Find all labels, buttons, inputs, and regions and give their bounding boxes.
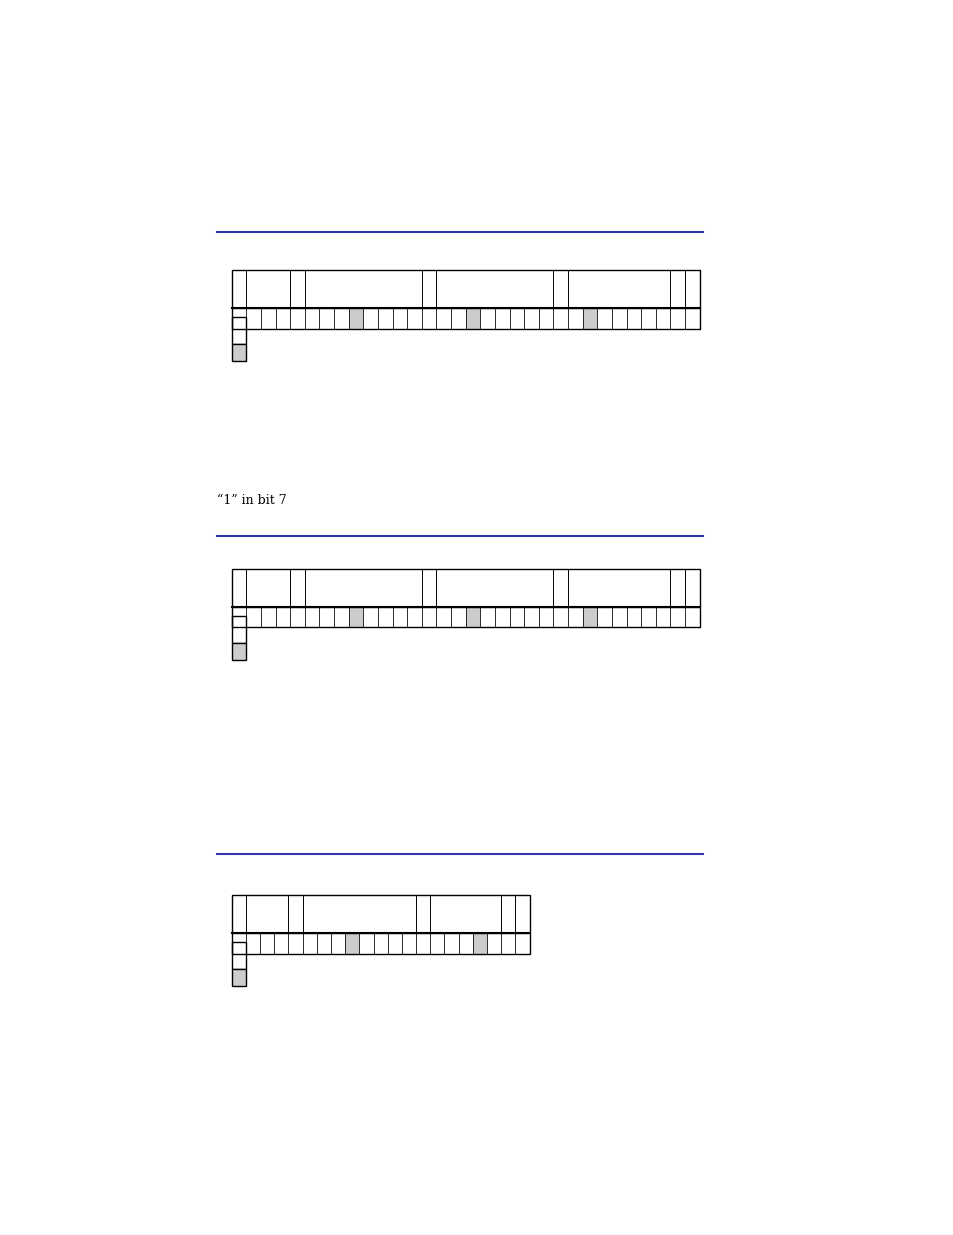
Bar <box>655 308 670 329</box>
Bar <box>232 270 699 308</box>
Bar <box>444 932 458 953</box>
Bar <box>232 308 699 329</box>
Bar <box>465 308 479 329</box>
Bar <box>392 606 407 627</box>
Bar <box>334 606 348 627</box>
Bar <box>288 932 302 953</box>
Bar <box>538 308 553 329</box>
Bar <box>451 606 465 627</box>
Bar <box>374 932 387 953</box>
Bar <box>582 606 597 627</box>
Bar <box>290 606 304 627</box>
Bar <box>232 308 246 329</box>
Bar <box>348 308 363 329</box>
Bar <box>597 606 611 627</box>
Bar <box>392 308 407 329</box>
Bar <box>302 932 316 953</box>
Bar <box>611 606 626 627</box>
Bar <box>232 317 246 345</box>
Bar <box>567 606 582 627</box>
Text: “1” in bit 7: “1” in bit 7 <box>216 494 286 506</box>
Bar <box>509 308 523 329</box>
Bar <box>611 308 626 329</box>
Bar <box>553 308 567 329</box>
Bar <box>487 932 500 953</box>
Bar <box>377 308 392 329</box>
Bar <box>246 308 260 329</box>
Bar <box>319 308 334 329</box>
Bar <box>515 932 529 953</box>
Bar <box>275 308 290 329</box>
Bar <box>407 606 421 627</box>
Bar <box>416 932 430 953</box>
Bar <box>274 932 288 953</box>
Bar <box>345 932 359 953</box>
Bar <box>275 606 290 627</box>
Bar <box>523 606 538 627</box>
Bar <box>232 345 246 361</box>
Bar <box>626 606 640 627</box>
Bar <box>319 606 334 627</box>
Bar <box>640 308 655 329</box>
Bar <box>684 308 699 329</box>
Bar <box>553 606 567 627</box>
Bar <box>436 606 451 627</box>
Bar <box>246 606 260 627</box>
Bar <box>451 308 465 329</box>
Bar <box>567 308 582 329</box>
Bar <box>232 568 699 606</box>
Bar <box>232 932 246 953</box>
Bar <box>465 606 479 627</box>
Bar <box>500 932 515 953</box>
Bar <box>582 308 597 329</box>
Bar <box>479 606 495 627</box>
Bar <box>316 932 331 953</box>
Bar <box>363 308 377 329</box>
Bar <box>304 308 319 329</box>
Bar <box>232 942 246 969</box>
Bar <box>640 606 655 627</box>
Bar <box>290 308 304 329</box>
Bar <box>495 308 509 329</box>
Bar <box>232 642 246 659</box>
Bar <box>359 932 374 953</box>
Bar <box>670 308 684 329</box>
Bar <box>232 616 246 642</box>
Bar <box>348 606 363 627</box>
Bar <box>509 606 523 627</box>
Bar <box>495 606 509 627</box>
Bar <box>246 932 260 953</box>
Bar <box>436 308 451 329</box>
Bar <box>304 606 319 627</box>
Bar <box>260 932 274 953</box>
Bar <box>363 606 377 627</box>
Bar <box>684 606 699 627</box>
Bar <box>626 308 640 329</box>
Bar <box>331 932 345 953</box>
Bar <box>421 606 436 627</box>
Bar <box>523 308 538 329</box>
Bar <box>479 308 495 329</box>
Bar <box>260 308 275 329</box>
Bar <box>334 308 348 329</box>
Bar <box>232 606 699 627</box>
Bar <box>421 308 436 329</box>
Bar <box>458 932 473 953</box>
Bar <box>232 606 246 627</box>
Bar <box>597 308 611 329</box>
Bar <box>387 932 401 953</box>
Bar <box>430 932 444 953</box>
Bar <box>407 308 421 329</box>
Bar <box>401 932 416 953</box>
Bar <box>232 894 529 932</box>
Bar <box>655 606 670 627</box>
Bar <box>260 606 275 627</box>
Bar <box>377 606 392 627</box>
Bar <box>538 606 553 627</box>
Bar <box>232 969 246 986</box>
Bar <box>232 932 529 953</box>
Bar <box>473 932 487 953</box>
Bar <box>670 606 684 627</box>
